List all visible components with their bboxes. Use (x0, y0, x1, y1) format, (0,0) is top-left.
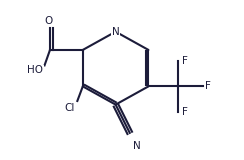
Text: Cl: Cl (65, 103, 75, 113)
Text: N: N (133, 141, 141, 151)
Text: F: F (182, 56, 188, 66)
Text: HO: HO (27, 65, 43, 75)
Text: F: F (182, 107, 188, 117)
Text: N: N (112, 27, 120, 37)
Text: O: O (44, 16, 52, 26)
Text: F: F (205, 81, 211, 91)
